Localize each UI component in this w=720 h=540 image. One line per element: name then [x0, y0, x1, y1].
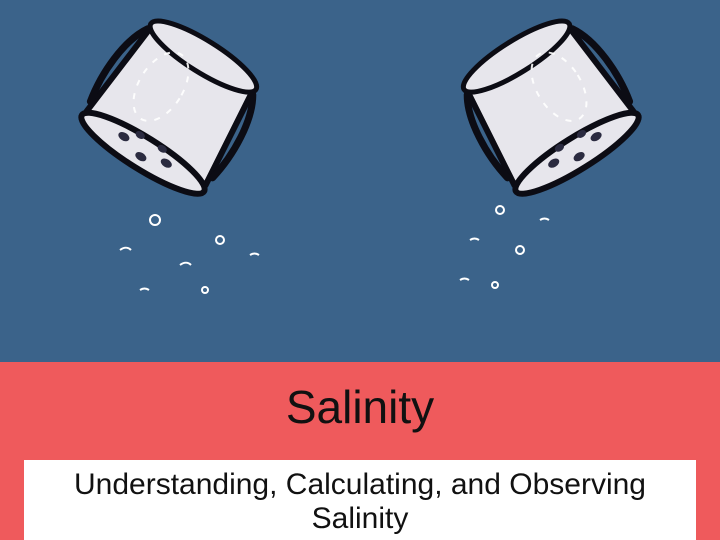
- slide-subtitle: Understanding, Calculating, and Observin…: [36, 468, 684, 537]
- subtitle-band: Understanding, Calculating, and Observin…: [0, 452, 720, 540]
- title-band: Salinity: [0, 362, 720, 452]
- salt-shaker-left-icon: [20, 0, 320, 310]
- subtitle-box: Understanding, Calculating, and Observin…: [24, 460, 696, 540]
- slide-title: Salinity: [286, 380, 434, 434]
- slide: Salinity Understanding, Calculating, and…: [0, 0, 720, 540]
- salt-shaker-right-icon: [400, 0, 700, 310]
- illustration-area: [0, 0, 720, 362]
